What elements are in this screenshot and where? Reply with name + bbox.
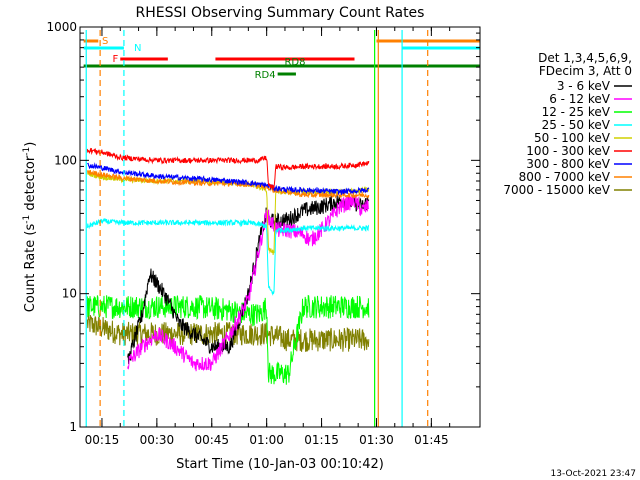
x-axis: 00:15 00:30 00:45 01:00 01:15 01:30 01:45 [85, 27, 451, 447]
data-series [86, 147, 370, 385]
legend-entry-label: 800 - 7000 keV [519, 170, 611, 184]
y-tick-label: 10 [62, 287, 77, 301]
state-label-f: F [112, 54, 118, 65]
series-line-3 [86, 218, 370, 296]
x-tick-label: 00:45 [194, 433, 229, 447]
state-label-rd8: RD8 [284, 57, 305, 68]
legend-entry-label: 100 - 300 keV [526, 144, 610, 158]
legend-entry-label: 12 - 25 keV [542, 105, 611, 119]
y-tick-label: 1 [69, 420, 77, 434]
series-line-7 [86, 169, 370, 199]
y-axis-label-mid: detector [23, 155, 38, 215]
state-label-rd4: RD4 [255, 70, 276, 81]
legend: Det 1,3,4,5,6,9,FDecim 3, Att 03 - 6 keV… [503, 51, 632, 197]
footer-timestamp: 13-Oct-2021 23:47 [551, 469, 636, 479]
legend-entry-label: 50 - 100 keV [534, 131, 611, 145]
event-markers [85, 30, 429, 427]
x-tick-label: 01:45 [414, 433, 449, 447]
series-line-5 [86, 147, 370, 191]
legend-entry-label: 6 - 12 keV [549, 92, 611, 106]
series-line-0 [127, 194, 370, 365]
state-bars: S N F RD8 RD4 [83, 36, 480, 81]
series-line-1 [127, 193, 370, 372]
state-label-s: S [102, 36, 108, 47]
y-axis-label: Count Rate (s-1 detector-1) [22, 142, 38, 313]
plot-frame [79, 26, 481, 428]
legend-header: FDecim 3, Att 0 [539, 64, 632, 78]
legend-entry-label: 3 - 6 keV [557, 79, 611, 93]
legend-entry-label: 300 - 800 keV [526, 157, 610, 171]
legend-header: Det 1,3,4,5,6,9, [538, 51, 632, 65]
x-axis-label: Start Time (10-Jan-03 00:10:42) [176, 457, 384, 472]
x-tick-label: 01:30 [359, 433, 394, 447]
x-tick-label: 01:00 [249, 433, 284, 447]
series-line-8 [86, 311, 370, 352]
legend-entry-label: 25 - 50 keV [542, 118, 611, 132]
y-axis-label-end: ) [23, 142, 38, 147]
chart-title: RHESSI Observing Summary Count Rates [136, 5, 425, 21]
y-axis-label-sup-2: -1 [22, 147, 32, 156]
series-line-2 [86, 294, 370, 385]
y-tick-label: 100 [54, 153, 77, 167]
series-line-6 [87, 162, 370, 196]
y-axis: 1 10 100 1000 [46, 20, 480, 434]
y-axis-label-sup-1: -1 [22, 215, 32, 224]
legend-entry-label: 7000 - 15000 keV [503, 183, 610, 197]
y-tick-label: 1000 [46, 20, 77, 34]
x-tick-label: 00:30 [140, 433, 175, 447]
y-axis-label-text: Count Rate (s [23, 224, 38, 313]
state-label-n: N [134, 43, 141, 54]
x-tick-label: 00:15 [85, 433, 120, 447]
x-tick-label: 01:15 [304, 433, 339, 447]
